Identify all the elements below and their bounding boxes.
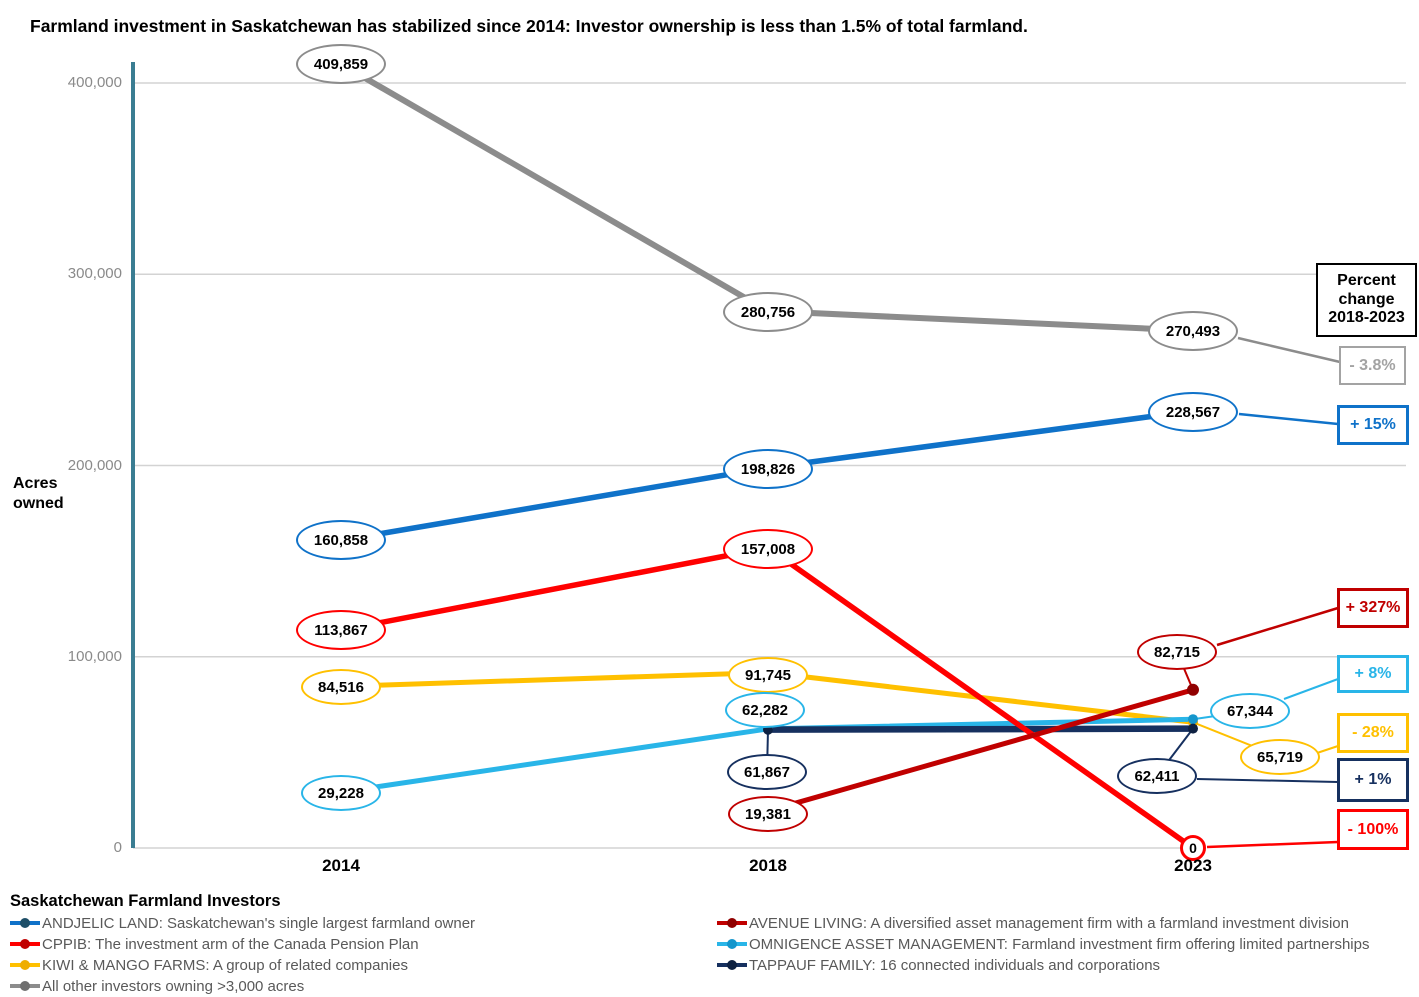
percent-leader-line-tappauf <box>1196 778 1339 783</box>
percent-leader-line-kiwi-mango <box>1316 745 1339 754</box>
legend-item-label: ANDJELIC LAND: Saskatchewan's single lar… <box>42 914 476 932</box>
percent-change-box-cppib: - 100% <box>1337 809 1409 850</box>
percent-leader-line-avenue-living <box>1216 606 1339 647</box>
data-label-bubble-kiwi-mango-2018: 91,745 <box>728 657 808 693</box>
percent-leader-line-all-other-investors <box>1237 336 1341 364</box>
percent-change-box-omnigence: + 8% <box>1337 655 1409 693</box>
percent-change-box-tappauf: + 1% <box>1337 758 1409 802</box>
data-label-bubble-avenue-living-2023: 82,715 <box>1137 634 1217 670</box>
data-point-marker-omnigence-2023 <box>1188 714 1198 725</box>
legend-item-label: CPPIB: The investment arm of the Canada … <box>42 935 419 953</box>
cppib-legend-swatch-icon <box>10 937 40 951</box>
data-label-bubble-omnigence-2023: 67,344 <box>1210 693 1290 729</box>
legend-item-avenue-living: AVENUE LIVING: A diversified asset manag… <box>717 914 1369 932</box>
andjelic-land-legend-swatch-icon <box>10 916 40 930</box>
data-label-bubble-kiwi-mango-2014: 84,516 <box>301 669 381 705</box>
y-tick-label-0: 0 <box>113 839 122 856</box>
data-label-bubble-andjelic-land-2018: 198,826 <box>723 449 813 489</box>
legend-item-andjelic-land: ANDJELIC LAND: Saskatchewan's single lar… <box>10 914 476 932</box>
series-line-all-other-investors <box>338 61 1196 334</box>
data-point-marker-avenue-living-2023 <box>1187 683 1199 696</box>
data-label-bubble-omnigence-2018: 62,282 <box>725 692 805 728</box>
tappauf-legend-swatch-icon <box>717 958 747 972</box>
data-label-bubble-all-other-investors-2023: 270,493 <box>1148 311 1238 351</box>
legend-item-label: TAPPAUF FAMILY: 16 connected individuals… <box>749 956 1161 974</box>
y-tick-label-100000: 100,000 <box>67 647 122 665</box>
legend-dot-icon <box>727 918 737 928</box>
legend-dot-icon <box>20 939 30 949</box>
data-label-bubble-tappauf-2023: 62,411 <box>1117 758 1197 794</box>
data-label-bubble-cppib-2014: 113,867 <box>296 610 386 650</box>
data-label-bubble-andjelic-land-2023: 228,567 <box>1148 392 1238 432</box>
all-other-investors-legend-swatch-icon <box>10 979 40 993</box>
legend-dot-icon <box>20 960 30 970</box>
legend-dot-icon <box>727 939 737 949</box>
percent-leader-line-omnigence <box>1283 678 1339 700</box>
chart-canvas <box>131 59 1406 853</box>
y-tick-label-200000: 200,000 <box>67 456 122 474</box>
percent-leader-line-cppib <box>1206 840 1339 849</box>
y-axis-title: Acres owned <box>13 475 64 512</box>
legend-item-label: OMNIGENCE ASSET MANAGEMENT: Farmland inv… <box>749 935 1370 953</box>
x-tick-label-2018: 2018 <box>749 856 787 875</box>
legend-column-right: AVENUE LIVING: A diversified asset manag… <box>717 915 1369 978</box>
percent-change-box-avenue-living: + 327% <box>1337 588 1409 628</box>
x-tick-label-2023: 2023 <box>1174 856 1212 875</box>
data-label-bubble-tappauf-2018: 61,867 <box>727 754 807 790</box>
y-tick-label-400000: 400,000 <box>67 74 122 91</box>
series-line-tappauf <box>764 725 1197 733</box>
legend-title: Saskatchewan Farmland Investors <box>10 892 281 910</box>
legend-dot-icon <box>727 960 737 970</box>
percent-change-box-all-other-investors: - 3.8% <box>1339 346 1406 385</box>
kiwi-mango-legend-swatch-icon <box>10 958 40 972</box>
percent-leader-line-andjelic-land <box>1238 412 1339 426</box>
legend-dot-icon <box>20 918 30 928</box>
legend-item-all-other-investors: All other investors owning >3,000 acres <box>10 977 475 995</box>
legend-item-kiwi-mango: KIWI & MANGO FARMS: A group of related c… <box>10 956 475 974</box>
series-line-avenue-living <box>765 687 1196 814</box>
omnigence-legend-swatch-icon <box>717 937 747 951</box>
percent-change-box-kiwi-mango: - 28% <box>1337 713 1409 753</box>
legend-item-cppib: CPPIB: The investment arm of the Canada … <box>10 935 475 953</box>
percent-change-header-box: Percent change 2018-2023 <box>1316 263 1417 337</box>
y-tick-label-300000: 300,000 <box>67 265 122 283</box>
legend-item-tappauf: TAPPAUF FAMILY: 16 connected individuals… <box>717 956 1369 974</box>
legend-item-label: All other investors owning >3,000 acres <box>42 977 305 995</box>
avenue-living-legend-swatch-icon <box>717 916 747 930</box>
chart-title: Farmland investment in Saskatchewan has … <box>30 16 1028 36</box>
legend-column-left: ANDJELIC LAND: Saskatchewan's single lar… <box>10 915 475 997</box>
data-label-bubble-kiwi-mango-2023: 65,719 <box>1240 739 1320 775</box>
legend-item-label: KIWI & MANGO FARMS: A group of related c… <box>42 956 408 974</box>
line-chart-area: Acres owned Percent change 2018-2023 409… <box>13 44 1417 875</box>
percent-change-box-andjelic-land: + 15% <box>1337 405 1409 445</box>
data-label-bubble-cppib-2018: 157,008 <box>723 529 813 569</box>
data-point-marker-tappauf-2023 <box>1188 723 1198 734</box>
legend-item-label: AVENUE LIVING: A diversified asset manag… <box>749 914 1349 932</box>
data-label-bubble-all-other-investors-2014: 409,859 <box>296 44 386 84</box>
data-label-bubble-all-other-investors-2018: 280,756 <box>723 292 813 332</box>
data-label-bubble-cppib-2023: 0 <box>1180 835 1206 861</box>
data-label-bubble-andjelic-land-2014: 160,858 <box>296 520 386 560</box>
x-tick-label-2014: 2014 <box>322 856 360 875</box>
legend-dot-icon <box>20 981 30 991</box>
legend-item-omnigence: OMNIGENCE ASSET MANAGEMENT: Farmland inv… <box>717 935 1370 953</box>
chart-legend: Saskatchewan Farmland Investors ANDJELIC… <box>10 892 1415 995</box>
data-label-bubble-avenue-living-2018: 19,381 <box>728 796 808 832</box>
data-label-bubble-omnigence-2014: 29,228 <box>301 775 381 811</box>
